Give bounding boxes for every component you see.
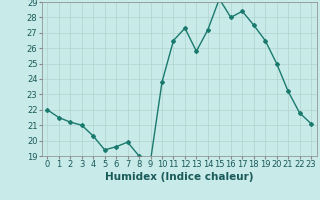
X-axis label: Humidex (Indice chaleur): Humidex (Indice chaleur) — [105, 172, 253, 182]
